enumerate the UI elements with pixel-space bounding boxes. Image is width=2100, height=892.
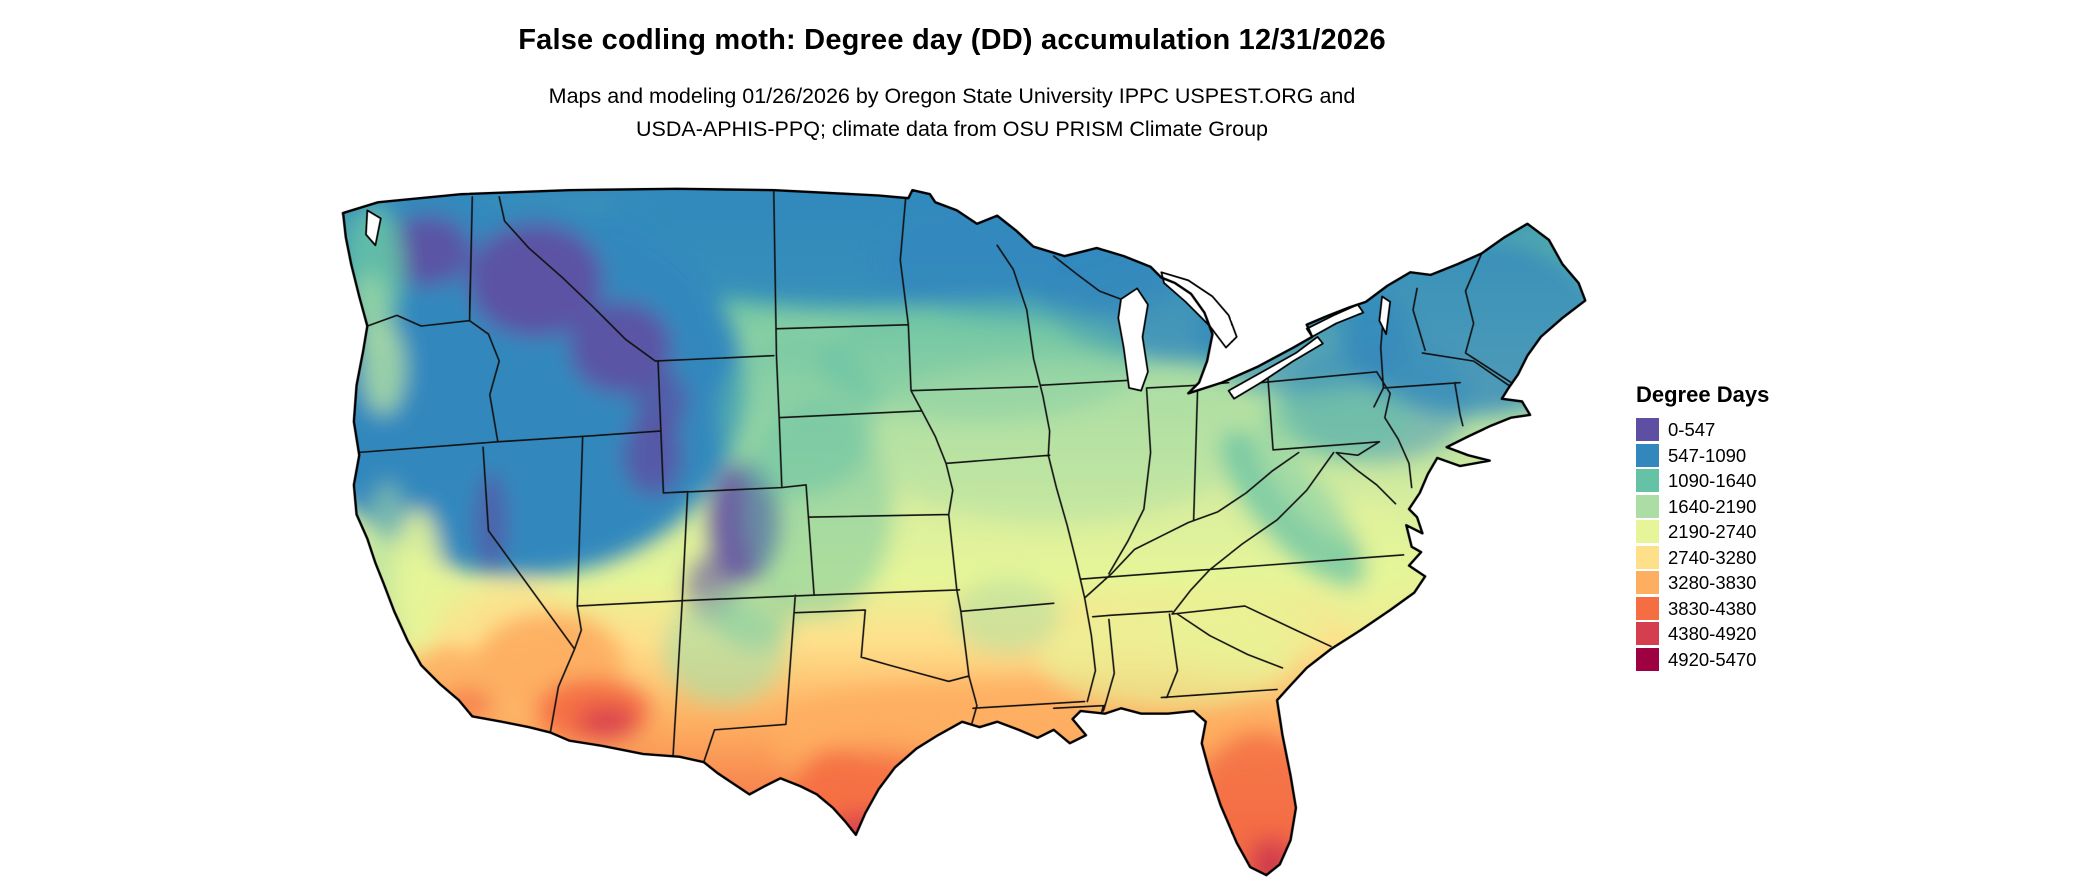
legend-row: 4380-4920	[1636, 622, 1769, 645]
legend-title: Degree Days	[1636, 382, 1770, 407]
legend-row: 3830-4380	[1636, 596, 1769, 620]
legend-swatch	[1636, 418, 1659, 441]
great-lakes	[365, 209, 1391, 400]
legend-entries: 0-547 547-1090 1090-1640 1640-2190 2190-2740…	[1636, 418, 1769, 671]
us-degree-day-map	[300, 186, 1592, 886]
legend-label: 0-547	[1668, 419, 1716, 440]
legend-swatch	[1636, 571, 1659, 594]
lake-champlain	[1378, 295, 1391, 335]
map-title: False codling moth: Degree day (DD) accu…	[518, 24, 1386, 56]
legend-label: 2190-2740	[1668, 521, 1757, 542]
lake-michigan	[1117, 287, 1149, 392]
legend-row: 4920-5470	[1636, 647, 1769, 671]
legend-label: 4380-4920	[1668, 623, 1757, 644]
legend-label: 1090-1640	[1668, 470, 1757, 491]
legend-row: 0-547	[1636, 418, 1769, 441]
lake-huron	[1160, 271, 1238, 349]
legend-swatch	[1636, 545, 1659, 569]
legend-row: 547-1090	[1636, 443, 1769, 467]
subtitle-line-2: USDA-APHIS-PPQ; climate data from OSU PR…	[635, 117, 1269, 141]
state-borders	[355, 190, 1513, 763]
legend-swatch	[1636, 596, 1659, 620]
legend-row: 1090-1640	[1636, 469, 1769, 492]
legend-label: 2740-3280	[1668, 546, 1757, 568]
legend-label: 547-1090	[1668, 444, 1747, 466]
legend-swatch	[1636, 520, 1659, 543]
legend-swatch	[1636, 494, 1659, 518]
puget-sound	[365, 209, 382, 247]
subtitle-line-1: Maps and modeling 01/26/2026 by Oregon S…	[548, 84, 1356, 108]
us-outline	[341, 187, 1587, 877]
legend-swatch	[1636, 647, 1659, 671]
legend: Degree Days 0-547 547-1090 1090-1640 1640-2…	[1636, 382, 1769, 673]
legend-row: 3280-3830	[1636, 571, 1769, 594]
map-subtitle: Maps and modeling 01/26/2026 by Oregon S…	[0, 80, 1904, 146]
legend-label: 1640-2190	[1668, 495, 1757, 517]
legend-swatch	[1636, 443, 1659, 467]
legend-label: 3830-4380	[1668, 597, 1757, 619]
legend-swatch	[1636, 469, 1659, 492]
lake-erie	[1227, 335, 1324, 400]
legend-row: 2190-2740	[1636, 520, 1769, 543]
legend-label: 4920-5470	[1668, 648, 1757, 670]
legend-swatch	[1636, 622, 1659, 645]
legend-label: 3280-3830	[1668, 572, 1757, 593]
legend-row: 2740-3280	[1636, 545, 1769, 569]
us-map-svg	[341, 187, 1587, 877]
degree-day-raster	[343, 188, 1586, 876]
legend-row: 1640-2190	[1636, 494, 1769, 518]
